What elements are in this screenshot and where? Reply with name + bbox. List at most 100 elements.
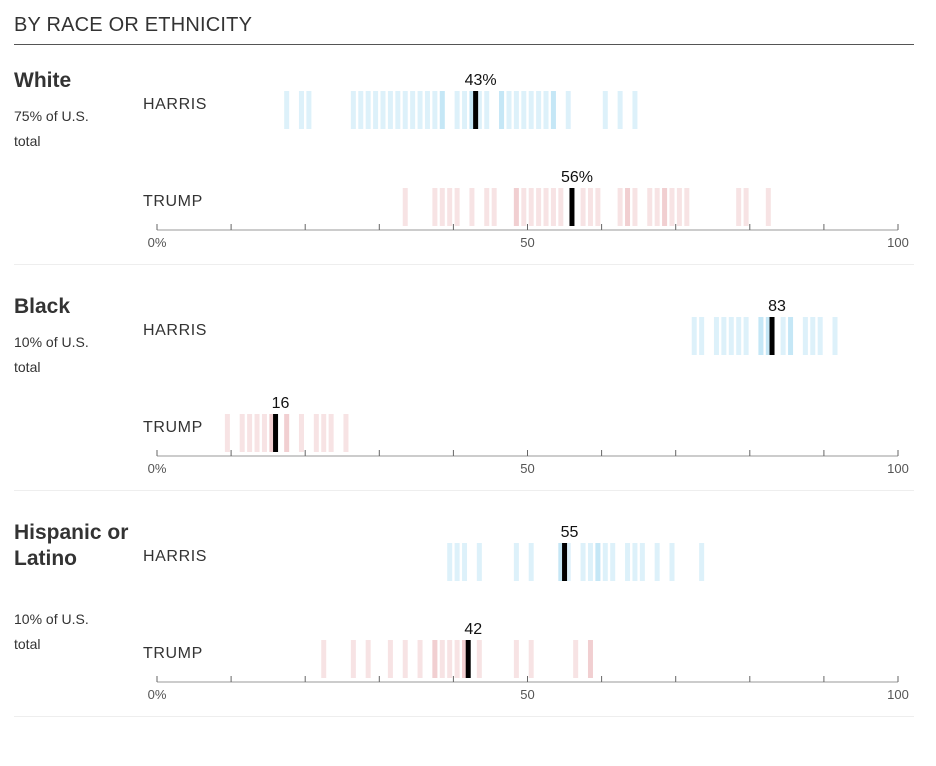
- estimate-bar-trump: [528, 640, 534, 678]
- section-title: BY RACE OR ETHNICITY: [14, 14, 253, 36]
- estimate-bar-trump: [454, 640, 460, 678]
- estimate-bar-trump: [261, 414, 267, 452]
- estimate-bar-harris: [476, 543, 482, 581]
- x-axis-tick-label: 50: [520, 235, 534, 250]
- estimate-bar-trump: [484, 188, 490, 226]
- median-label-trump: 16: [272, 395, 290, 412]
- estimate-bar-trump: [439, 640, 445, 678]
- estimate-bar-trump: [350, 640, 356, 678]
- estimate-bar-harris: [373, 91, 379, 129]
- estimate-bar-harris: [632, 91, 638, 129]
- estimate-bar-harris: [832, 317, 838, 355]
- estimate-bar-harris: [802, 317, 808, 355]
- estimate-bar-trump: [402, 640, 408, 678]
- estimate-bar-harris: [528, 543, 534, 581]
- estimate-bar-trump: [417, 640, 423, 678]
- estimate-bar-harris: [558, 543, 564, 581]
- estimate-bar-trump: [625, 188, 631, 226]
- estimate-bar-trump: [765, 188, 771, 226]
- estimate-bar-trump: [587, 640, 593, 678]
- group-white: 0% 50 100 43% 56% White 75% of U.S. total HA…: [0, 60, 936, 266]
- estimate-bar-harris: [298, 91, 304, 129]
- estimate-bar-harris: [536, 91, 542, 129]
- estimate-bar-harris: [625, 543, 631, 581]
- estimate-bar-harris: [543, 91, 549, 129]
- estimate-bar-harris: [580, 543, 586, 581]
- estimate-bar-trump: [513, 188, 519, 226]
- group-hispanic-or-latino: 0% 50 100 55 42 Hispanic or Latino 10% of U.…: [0, 512, 936, 718]
- median-label-harris: 83: [768, 298, 786, 315]
- estimate-bar-harris: [358, 91, 364, 129]
- group-name: Black: [14, 295, 71, 318]
- estimate-bar-harris: [721, 317, 727, 355]
- strip-chart-black: 0% 50 100 83 16: [148, 298, 909, 476]
- estimate-bar-harris: [462, 543, 468, 581]
- group-divider: [14, 490, 914, 491]
- group-share: 10% of U.S. total: [14, 334, 89, 375]
- estimate-bar-trump: [224, 414, 230, 452]
- estimate-bar-harris: [639, 543, 645, 581]
- estimate-bar-trump: [543, 188, 549, 226]
- median-label-trump: 56%: [561, 169, 593, 186]
- median-label-harris: 55: [561, 524, 579, 541]
- estimate-bar-harris: [765, 317, 771, 355]
- estimate-bar-trump: [387, 640, 393, 678]
- median-marker-trump: [273, 414, 279, 452]
- estimate-bar-trump: [669, 188, 675, 226]
- estimate-bar-harris: [602, 543, 608, 581]
- estimate-bar-harris: [743, 317, 749, 355]
- estimate-bar-trump: [447, 640, 453, 678]
- estimate-bar-trump: [580, 188, 586, 226]
- estimate-bar-harris: [439, 91, 445, 129]
- estimate-bar-trump: [654, 188, 660, 226]
- x-axis-tick-label: 100: [887, 461, 909, 476]
- estimate-bar-trump: [462, 640, 468, 678]
- estimate-bar-trump: [469, 188, 475, 226]
- estimate-bar-trump: [521, 188, 527, 226]
- estimate-bar-harris: [417, 91, 423, 129]
- estimate-bar-trump: [454, 188, 460, 226]
- estimate-bar-harris: [528, 91, 534, 129]
- estimate-bar-harris: [550, 91, 556, 129]
- median-marker-harris: [562, 543, 568, 581]
- estimate-bar-trump: [550, 188, 556, 226]
- estimate-bar-trump: [284, 414, 290, 452]
- estimate-bar-harris: [699, 543, 705, 581]
- estimate-bar-harris: [484, 91, 490, 129]
- estimate-bar-trump: [662, 188, 668, 226]
- x-axis-tick-label: 0%: [148, 461, 167, 476]
- estimate-bar-harris: [565, 543, 571, 581]
- title-divider: [14, 44, 914, 45]
- estimate-bar-trump: [736, 188, 742, 226]
- median-marker-harris: [769, 317, 775, 355]
- estimate-bar-trump: [313, 414, 319, 452]
- estimate-bar-trump: [298, 414, 304, 452]
- x-axis-tick-label: 100: [887, 235, 909, 250]
- estimate-bar-trump: [365, 640, 371, 678]
- estimate-bar-harris: [432, 91, 438, 129]
- estimate-bar-harris: [654, 543, 660, 581]
- estimate-bar-harris: [632, 543, 638, 581]
- estimate-bar-trump: [476, 640, 482, 678]
- estimate-bar-harris: [506, 91, 512, 129]
- estimate-bar-trump: [432, 640, 438, 678]
- estimate-bar-harris: [513, 543, 519, 581]
- candidate-label-harris: HARRIS: [143, 96, 208, 113]
- group-black: 0% 50 100 83 16 Black 10% of U.S. total HARR…: [0, 286, 936, 492]
- estimate-bar-trump: [432, 640, 438, 678]
- estimate-bar-harris: [595, 543, 601, 581]
- estimate-bar-trump: [284, 414, 290, 452]
- estimate-bar-harris: [410, 91, 416, 129]
- estimate-bar-harris: [595, 543, 601, 581]
- estimate-bar-harris: [521, 91, 527, 129]
- median-label-trump: 42: [464, 621, 482, 638]
- group-divider: [14, 264, 914, 265]
- estimate-bar-harris: [602, 91, 608, 129]
- estimate-bar-harris: [699, 317, 705, 355]
- median-label-harris: 43%: [465, 72, 497, 89]
- estimate-bar-trump: [328, 414, 334, 452]
- candidate-label-trump: TRUMP: [143, 193, 203, 210]
- estimate-bar-harris: [758, 317, 764, 355]
- x-axis-tick-label: 0%: [148, 687, 167, 702]
- estimate-bar-harris: [424, 91, 430, 129]
